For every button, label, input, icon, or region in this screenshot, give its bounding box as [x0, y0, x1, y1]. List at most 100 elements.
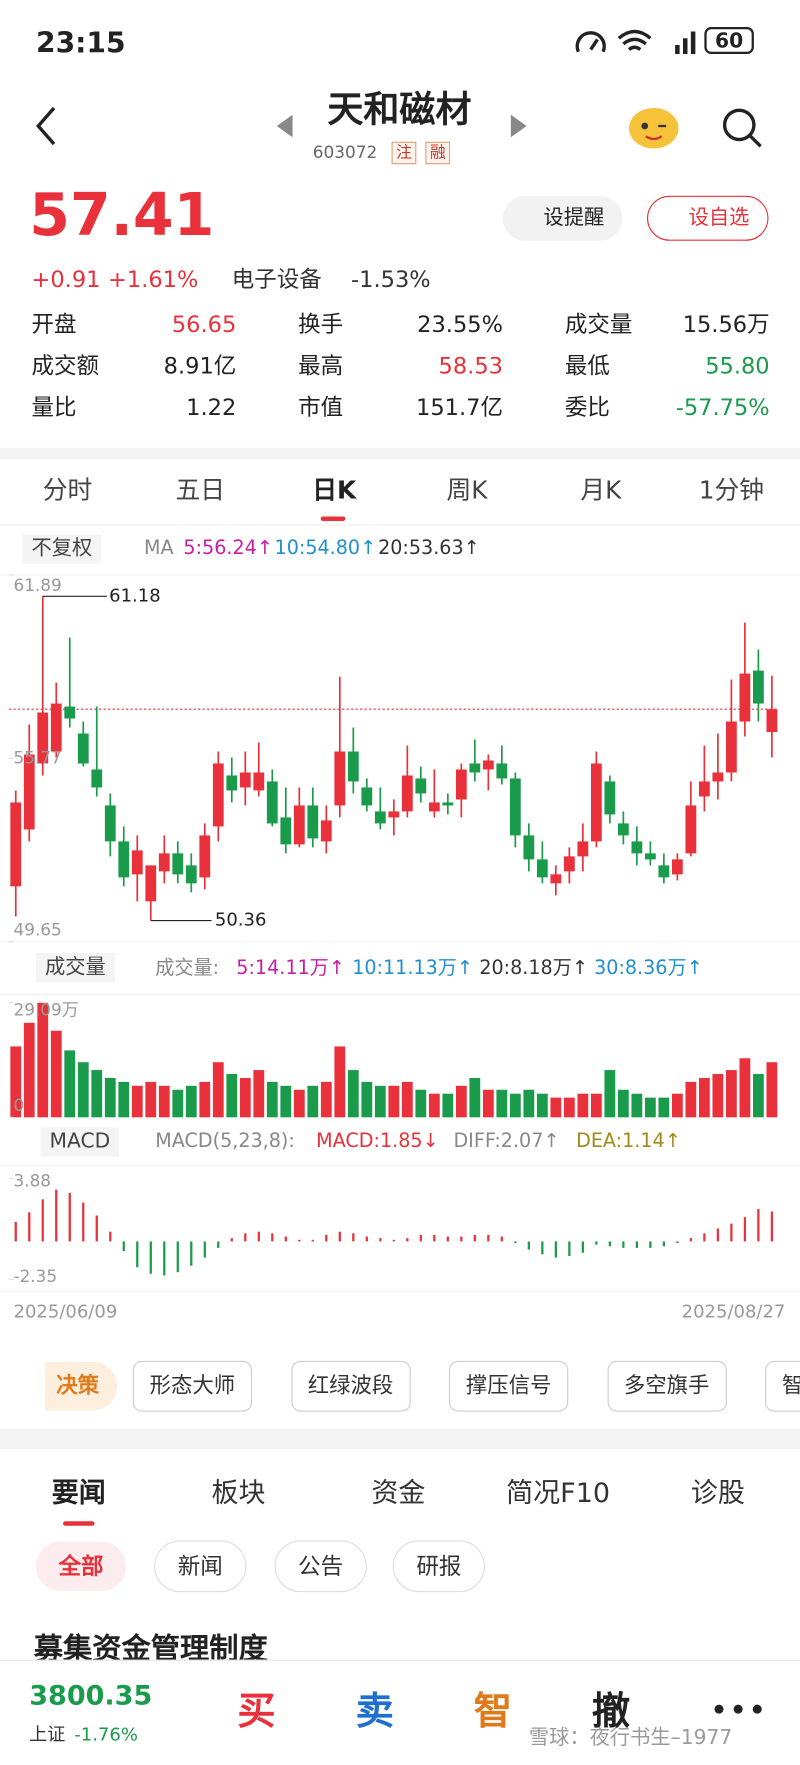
stat-label: 委比 — [564, 393, 610, 421]
news-tab[interactable]: 要闻 — [51, 1477, 106, 1509]
candle-body — [10, 802, 22, 887]
diff-value: DIFF:2.07↑ — [453, 1130, 560, 1153]
sector-change: -1.53% — [351, 265, 431, 293]
volume-bar — [550, 1097, 562, 1118]
candle-body — [739, 673, 751, 722]
volume-bar — [509, 1093, 521, 1118]
price-change-pct: +1.61% — [108, 265, 199, 293]
candle-body — [347, 751, 359, 782]
x-date-start: 2025/06/09 — [13, 1300, 118, 1323]
period-tab[interactable]: 分时 — [42, 477, 93, 506]
set-alert[interactable]: 设提醒 — [502, 195, 623, 241]
last-price: 57.41 — [29, 182, 215, 250]
candle-body — [766, 709, 778, 733]
news-tab[interactable]: 板块 — [211, 1477, 266, 1509]
volume-ma: 10:11.13万↑ — [352, 956, 473, 980]
status-icons — [575, 29, 696, 55]
trade-action[interactable]: 买 — [237, 1688, 276, 1734]
candle-body — [280, 817, 292, 845]
tool-button[interactable]: 撑压信号 — [448, 1360, 569, 1412]
candle-body — [50, 703, 62, 752]
clock: 23:15 — [36, 26, 126, 60]
back-button[interactable] — [32, 104, 66, 149]
stat-value: 8.91亿 — [163, 352, 237, 380]
ma10: 10:54.80↑ — [274, 537, 377, 560]
tool-button[interactable]: 形态大师 — [132, 1360, 253, 1412]
macd-value: MACD:1.85↓ — [316, 1130, 439, 1153]
candle-body — [644, 853, 656, 860]
news-filter[interactable]: 新闻 — [154, 1540, 247, 1593]
decision-badge[interactable]: 决策 — [45, 1362, 118, 1411]
battery-frame — [704, 27, 754, 55]
stat-value: -57.75% — [675, 393, 770, 421]
candle-body — [253, 772, 265, 791]
add-watchlist[interactable]: 设自选 — [646, 195, 769, 241]
volume-bar — [442, 1093, 454, 1118]
news-filter[interactable]: 全部 — [36, 1541, 127, 1592]
period-tab[interactable]: 周K — [446, 477, 488, 506]
volume-bar — [482, 1089, 494, 1118]
news-tab[interactable]: 简况F10 — [506, 1477, 611, 1509]
period-tab[interactable]: 1分钟 — [698, 477, 765, 506]
next-stock[interactable] — [506, 113, 529, 140]
volume-bar — [536, 1093, 548, 1118]
stock-name: 天和磁材 — [327, 87, 472, 131]
sector-name[interactable]: 电子设备 — [231, 265, 322, 293]
candle-body — [320, 820, 332, 842]
candle-body — [239, 772, 251, 788]
indicator-select[interactable]: MACD — [40, 1127, 120, 1157]
stat-label: 量比 — [31, 393, 77, 421]
candle-body — [482, 760, 494, 770]
news-tab[interactable]: 诊股 — [690, 1477, 745, 1509]
tool-button[interactable]: 红绿波段 — [290, 1360, 411, 1412]
period-tab[interactable]: 五日 — [175, 477, 226, 506]
news-filter[interactable]: 研报 — [392, 1540, 485, 1593]
volume-bar — [415, 1089, 427, 1118]
volume-bar — [334, 1046, 346, 1118]
more-button[interactable] — [711, 1701, 765, 1717]
news-tab[interactable]: 资金 — [371, 1477, 426, 1509]
volume-bar — [185, 1085, 197, 1118]
index-change: -1.76% — [74, 1723, 138, 1746]
trade-action[interactable]: 卖 — [355, 1688, 394, 1734]
volume-bar — [671, 1093, 683, 1118]
stat-label: 最高 — [298, 352, 344, 380]
trade-action[interactable]: 智 — [473, 1688, 512, 1734]
stat-value: 15.56万 — [682, 310, 770, 338]
candle-body — [563, 856, 575, 872]
volume-bar — [199, 1081, 211, 1118]
adjust-select[interactable]: 不复权 — [22, 534, 102, 564]
candle-body — [415, 778, 427, 794]
candle-body — [77, 733, 89, 764]
volume-select[interactable]: 成交量 — [36, 953, 115, 983]
volume-bar — [50, 1030, 62, 1118]
tool-button[interactable]: 智 — [765, 1360, 800, 1412]
candle-body — [698, 781, 710, 797]
candle-body — [172, 853, 184, 875]
volume-ma: 20:8.18万↑ — [479, 956, 588, 980]
candle-body — [212, 763, 224, 827]
divider — [0, 1429, 800, 1450]
prev-stock[interactable] — [275, 113, 298, 140]
candle-body — [266, 781, 278, 824]
volume-bar — [658, 1097, 670, 1118]
news-headline[interactable]: 募集资金管理制度 — [33, 1632, 268, 1667]
mascot[interactable] — [626, 99, 682, 151]
volume-ma: 30:8.36万↑ — [594, 956, 703, 980]
volume-bar — [104, 1077, 116, 1118]
news-filter[interactable]: 公告 — [274, 1540, 367, 1593]
period-tab[interactable]: 日K — [312, 477, 357, 506]
trade-action[interactable]: 撤 — [591, 1688, 631, 1734]
tool-button[interactable]: 多空旗手 — [607, 1360, 727, 1412]
x-date-end: 2025/08/27 — [681, 1300, 786, 1323]
min-label: 50.36 — [215, 910, 267, 931]
candle-body — [752, 670, 764, 704]
stat-label: 换手 — [298, 310, 344, 338]
candle-body — [536, 859, 548, 878]
candle-body — [577, 841, 589, 857]
period-tab[interactable]: 月K — [580, 477, 622, 506]
candle-body — [455, 769, 467, 800]
candle-body — [523, 835, 535, 860]
search-button[interactable] — [720, 106, 765, 151]
